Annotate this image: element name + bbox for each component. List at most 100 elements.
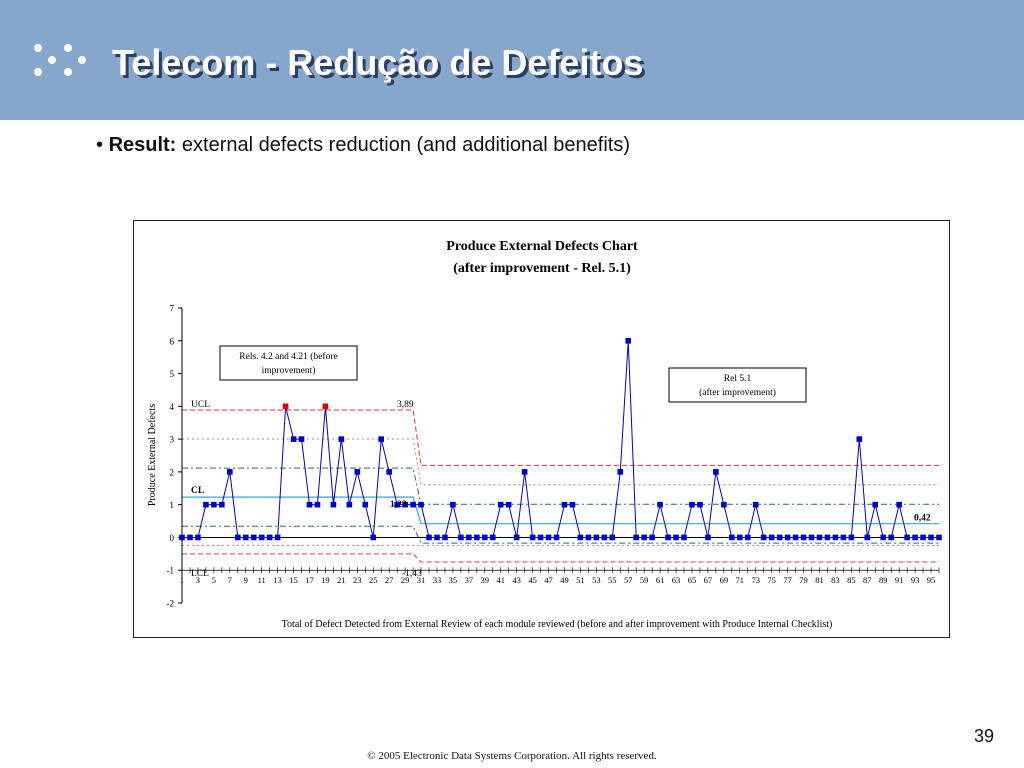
x-tick-label: 73 xyxy=(751,575,760,585)
data-point xyxy=(729,534,735,541)
data-point xyxy=(354,469,361,475)
data-point xyxy=(808,534,815,541)
data-point xyxy=(330,501,337,508)
x-tick-label: 39 xyxy=(481,575,490,585)
x-tick-label: 83 xyxy=(831,575,840,585)
data-point xyxy=(418,501,424,508)
y-tick-label: 7 xyxy=(170,304,175,314)
x-tick-label: 65 xyxy=(688,575,697,585)
x-tick-label: 9 xyxy=(244,575,248,585)
data-point xyxy=(378,436,385,442)
x-tick-label: 45 xyxy=(528,575,537,585)
data-point xyxy=(537,534,544,541)
x-tick-label: 17 xyxy=(305,575,314,585)
data-point xyxy=(776,534,783,541)
data-point xyxy=(784,534,791,541)
data-point xyxy=(641,534,647,541)
x-tick-label: 71 xyxy=(736,575,745,585)
x-tick-label: 49 xyxy=(560,575,569,585)
control-chart: Produce External Defects Chart (after im… xyxy=(147,239,942,630)
annotation-before-text2: improvement) xyxy=(262,365,316,376)
x-tick-label: 35 xyxy=(449,575,458,585)
x-tick-label: 51 xyxy=(576,575,585,585)
data-point xyxy=(904,534,910,541)
annotation-before-text: Rels. 4.2 and 4.21 (before xyxy=(239,351,337,362)
cl-label: CL xyxy=(191,486,204,496)
y-tick-label: 5 xyxy=(170,369,175,379)
chart-frame: Produce External Defects Chart (after im… xyxy=(133,220,950,638)
data-point xyxy=(290,436,297,442)
x-tick-label: 79 xyxy=(799,575,808,585)
data-point xyxy=(426,534,432,541)
data-point xyxy=(736,534,743,541)
x-tick-label: 53 xyxy=(592,575,601,585)
data-point xyxy=(800,534,807,541)
data-point xyxy=(689,501,695,508)
sigma1-upper-line xyxy=(182,467,939,505)
x-tick-label: 27 xyxy=(385,575,394,585)
x-tick-label: 59 xyxy=(640,575,649,585)
y-tick-label: 6 xyxy=(170,336,175,346)
annotation-before xyxy=(219,345,358,381)
data-point xyxy=(402,501,408,508)
data-point xyxy=(848,534,855,541)
x-tick-label: 67 xyxy=(704,575,713,585)
data-point xyxy=(896,501,902,508)
y-tick-label: 2 xyxy=(170,467,175,477)
data-point xyxy=(346,501,353,508)
data-point xyxy=(545,534,552,541)
x-axis-label: Total of Defect Detected from External R… xyxy=(282,619,833,630)
x-tick-label: 1 xyxy=(180,575,184,585)
data-point xyxy=(928,534,934,541)
x-tick-label: 33 xyxy=(433,575,442,585)
data-point xyxy=(912,534,918,541)
data-point xyxy=(768,534,775,541)
data-point xyxy=(569,501,576,508)
y-tick-label: -2 xyxy=(167,599,175,609)
data-point xyxy=(466,534,472,541)
data-point xyxy=(370,534,377,541)
data-point xyxy=(553,534,560,541)
x-tick-label: 11 xyxy=(258,575,266,585)
data-point xyxy=(227,469,233,475)
data-point xyxy=(322,403,329,410)
x-tick-label: 55 xyxy=(608,575,617,585)
page-title: Telecom - Redução de Defeitos xyxy=(112,42,644,83)
annotation-after-text2: (after improvement) xyxy=(699,387,776,398)
data-point xyxy=(258,534,265,541)
ucl-line xyxy=(182,409,939,466)
data-point xyxy=(458,534,464,541)
data-point xyxy=(250,534,257,541)
data-point xyxy=(721,501,727,508)
data-point xyxy=(856,436,863,442)
page-number: 39 xyxy=(974,726,995,746)
y-tick-label: -1 xyxy=(167,566,175,576)
data-point xyxy=(338,436,345,442)
data-point xyxy=(705,534,711,541)
x-tick-label: 29 xyxy=(401,575,410,585)
data-point xyxy=(234,534,241,541)
x-tick-label: 87 xyxy=(863,575,872,585)
data-point xyxy=(394,501,400,508)
data-point xyxy=(298,436,305,442)
lcl-line xyxy=(182,553,939,563)
x-tick-label: 7 xyxy=(228,575,232,585)
data-point xyxy=(474,534,480,541)
x-tick-label: 75 xyxy=(767,575,776,585)
data-point xyxy=(434,534,440,541)
sigma2-upper-line xyxy=(182,438,939,486)
data-point xyxy=(242,534,249,541)
data-point xyxy=(816,534,823,541)
x-tick-label: 19 xyxy=(321,575,330,585)
data-point xyxy=(505,501,512,508)
data-point xyxy=(482,534,488,541)
data-point xyxy=(203,501,209,508)
data-point xyxy=(362,501,369,508)
data-point xyxy=(792,534,799,541)
x-tick-label: 37 xyxy=(465,575,474,585)
data-point xyxy=(561,501,568,508)
four-dots-icon xyxy=(34,44,86,80)
data-point xyxy=(211,501,217,508)
x-tick-label: 31 xyxy=(417,575,426,585)
data-point xyxy=(274,534,281,541)
